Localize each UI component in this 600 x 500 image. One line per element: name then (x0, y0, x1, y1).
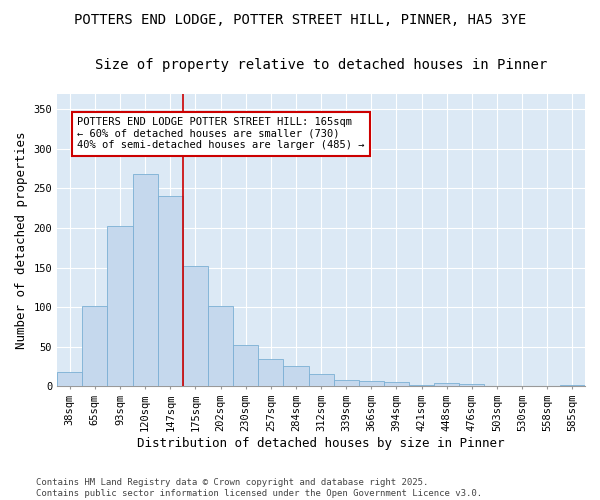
Bar (208, 306, 233, 386)
Bar (233, 345, 258, 387)
Bar (82, 306, 107, 386)
Bar (133, 174, 158, 386)
Bar (560, 384, 585, 386)
Bar (409, 384, 434, 386)
Bar (258, 358, 283, 386)
Bar (384, 382, 409, 386)
Bar (334, 380, 359, 386)
Y-axis label: Number of detached properties: Number of detached properties (15, 131, 28, 348)
Bar (434, 383, 460, 386)
Title: Size of property relative to detached houses in Pinner: Size of property relative to detached ho… (95, 58, 547, 71)
Bar (283, 366, 308, 386)
Text: POTTERS END LODGE, POTTER STREET HILL, PINNER, HA5 3YE: POTTERS END LODGE, POTTER STREET HILL, P… (74, 12, 526, 26)
Bar (183, 266, 208, 386)
Text: POTTERS END LODGE POTTER STREET HILL: 165sqm
← 60% of detached houses are smalle: POTTERS END LODGE POTTER STREET HILL: 16… (77, 117, 365, 150)
Bar (158, 196, 183, 386)
Bar (359, 381, 384, 386)
Text: Contains HM Land Registry data © Crown copyright and database right 2025.
Contai: Contains HM Land Registry data © Crown c… (36, 478, 482, 498)
Bar (460, 384, 484, 386)
Bar (107, 226, 133, 386)
Bar (308, 374, 334, 386)
X-axis label: Distribution of detached houses by size in Pinner: Distribution of detached houses by size … (137, 437, 505, 450)
Bar (57, 372, 82, 386)
